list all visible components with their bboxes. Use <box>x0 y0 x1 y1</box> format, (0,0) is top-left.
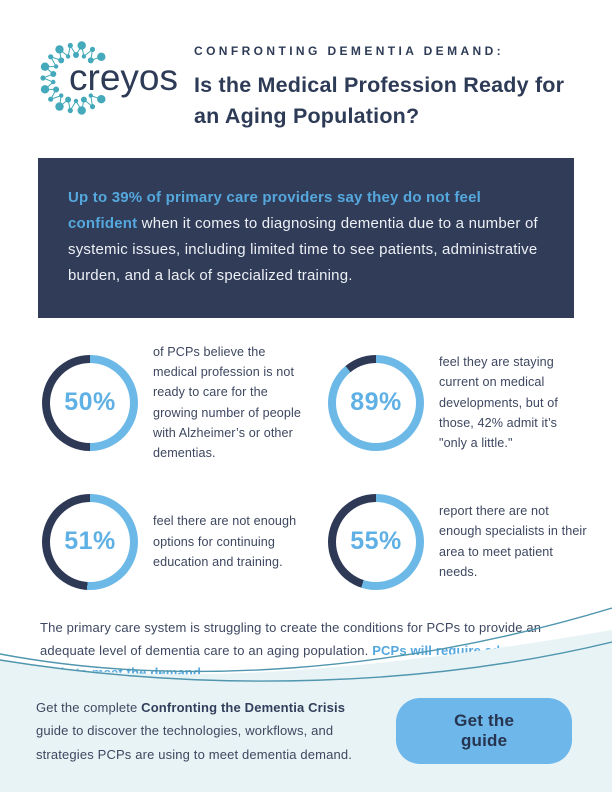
donut-center: 89% <box>336 362 416 443</box>
closing-normal-text: The primary care system is struggling to… <box>40 619 542 658</box>
creyos-logo: creyos <box>40 41 178 115</box>
header-text-block: CONFRONTING DEMENTIA DEMAND: Is the Medi… <box>194 38 576 132</box>
footer-text-before: Get the complete <box>36 699 142 715</box>
donut-chart-51: 51% <box>42 493 138 590</box>
percent-value: 55% <box>350 527 402 556</box>
donut-chart-55: 55% <box>328 493 424 590</box>
logo-wordmark: creyos <box>69 57 178 98</box>
page-title: Is the Medical Profession Ready for an A… <box>194 73 565 129</box>
donut-center: 55% <box>336 501 416 582</box>
stat-education-options: 51% feel there are not enough options fo… <box>42 493 302 590</box>
logo-network-dots <box>40 41 106 115</box>
header: creyos CONFRONTING DEMENTIA DEMAND: Is t… <box>0 0 612 132</box>
stat-description: feel there are not enough options for co… <box>153 514 297 570</box>
wave-line-lower <box>0 641 612 682</box>
wave-line-upper <box>0 607 612 673</box>
stat-staying-current: 89% feel they are staying current on med… <box>328 342 588 464</box>
stat-description: of PCPs believe the medical profession i… <box>153 344 302 461</box>
percent-value: 50% <box>64 388 116 417</box>
stats-grid: 50% of PCPs believe the medical professi… <box>42 342 588 590</box>
percent-value: 89% <box>350 388 402 417</box>
footer-text-after: guide to discover the technologies, work… <box>36 723 353 762</box>
highlight-box: Up to 39% of primary care providers say … <box>38 158 574 318</box>
stat-specialists: 55% report there are not enough speciali… <box>328 493 588 590</box>
donut-chart-50: 50% <box>42 354 138 451</box>
highlight-body-text: when it comes to diagnosing dementia due… <box>68 215 538 284</box>
donut-center: 51% <box>50 501 130 582</box>
eyebrow-label: CONFRONTING DEMENTIA DEMAND: <box>194 44 505 58</box>
percent-value: 51% <box>64 527 116 556</box>
get-the-guide-button[interactable]: Get the guide <box>396 697 572 764</box>
stat-description: report there are not enough specialists … <box>439 504 587 580</box>
stat-not-ready: 50% of PCPs believe the medical professi… <box>42 342 302 464</box>
stat-description: feel they are staying current on medical… <box>439 354 558 451</box>
footer-text: Get the complete Confronting the Dementi… <box>36 696 378 766</box>
donut-chart-89: 89% <box>328 354 424 451</box>
footer-text-bold: Confronting the Dementia Crisis <box>141 699 346 715</box>
highlight-lead-text: Up to 39% of primary care providers say … <box>68 189 481 233</box>
donut-center: 50% <box>50 362 130 443</box>
footer-cta-section: Get the complete Confronting the Dementi… <box>36 696 572 766</box>
